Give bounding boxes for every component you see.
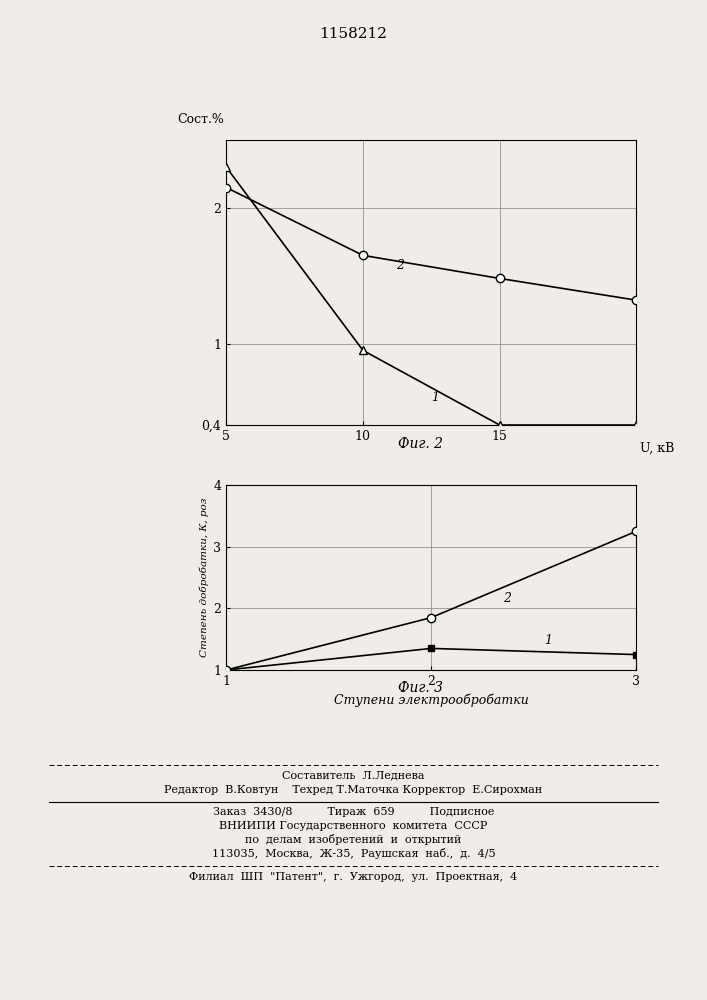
Text: Заказ  3430/8          Тираж  659          Подписное: Заказ 3430/8 Тираж 659 Подписное bbox=[213, 807, 494, 817]
Text: ВНИИПИ Государственного  комитета  СССР: ВНИИПИ Государственного комитета СССР bbox=[219, 821, 488, 831]
Text: 2: 2 bbox=[503, 592, 511, 605]
Text: по  делам  изобретений  и  открытий: по делам изобретений и открытий bbox=[245, 834, 462, 845]
Y-axis label: Степень добробатки, К, роз: Степень добробатки, К, роз bbox=[199, 498, 209, 657]
Text: 1158212: 1158212 bbox=[320, 27, 387, 41]
Text: Редактор  В.Ковтун    Техред Т.Маточка Корректор  Е.Сирохман: Редактор В.Ковтун Техред Т.Маточка Корре… bbox=[164, 785, 543, 795]
Text: Фиг. 3: Фиг. 3 bbox=[398, 681, 443, 695]
Text: Сост.%: Сост.% bbox=[177, 113, 224, 126]
Text: 1: 1 bbox=[544, 634, 552, 647]
Text: Филиал  ШП  "Патент",  г.  Ужгород,  ул.  Проектная,  4: Филиал ШП "Патент", г. Ужгород, ул. Прое… bbox=[189, 872, 518, 882]
Text: 2: 2 bbox=[396, 259, 404, 272]
Text: 113035,  Москва,  Ж-35,  Раушская  наб.,  д.  4/5: 113035, Москва, Ж-35, Раушская наб., д. … bbox=[211, 848, 496, 859]
X-axis label: Ступени электрообробатки: Ступени электрообробатки bbox=[334, 693, 529, 707]
Text: U, кВ: U, кВ bbox=[641, 442, 674, 455]
Text: Составитель  Л.Леднева: Составитель Л.Леднева bbox=[282, 770, 425, 780]
Text: Фиг. 2: Фиг. 2 bbox=[398, 437, 443, 451]
Text: 1: 1 bbox=[431, 391, 439, 404]
